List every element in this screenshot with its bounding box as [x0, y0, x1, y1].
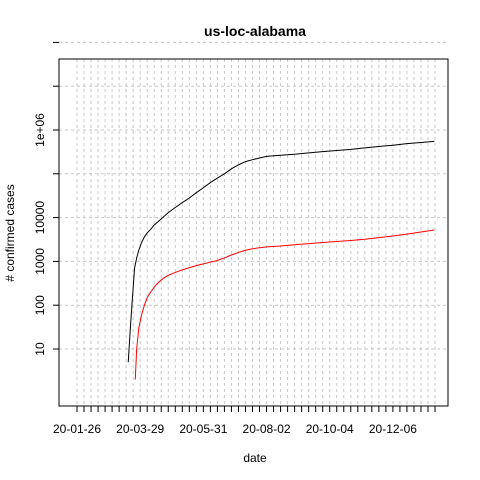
x-tick-label: 20-12-06 [369, 422, 417, 436]
chart-title: us-loc-alabama [204, 23, 306, 39]
vertical-gridlines [76, 59, 436, 406]
y-tick-label: 1000 [33, 248, 47, 275]
horizontal-gridlines [59, 41, 448, 350]
x-tick-label: 20-10-04 [306, 422, 354, 436]
x-tick-label: 20-05-31 [179, 422, 227, 436]
plot-border [58, 58, 449, 407]
x-tick-label: 20-01-26 [53, 422, 101, 436]
y-tick-label: 1e+06 [33, 113, 47, 147]
y-axis: 10 100 1000 10000 1e+06 [33, 41, 59, 356]
x-tick-label: 20-03-29 [116, 422, 164, 436]
series-line-deaths [134, 229, 435, 380]
x-axis-label: date [243, 451, 267, 465]
y-tick-label: 100 [33, 295, 47, 315]
series-line-confirmed [127, 140, 435, 363]
x-tick-label: 20-08-02 [243, 422, 291, 436]
y-tick-label: 10000 [33, 201, 47, 235]
x-axis: 20-01-26 20-03-29 20-05-31 20-08-02 20-10-04… [53, 406, 436, 436]
y-axis-label: # confirmed cases [3, 184, 17, 281]
series-group [127, 140, 435, 380]
y-tick-label: 10 [33, 342, 47, 356]
